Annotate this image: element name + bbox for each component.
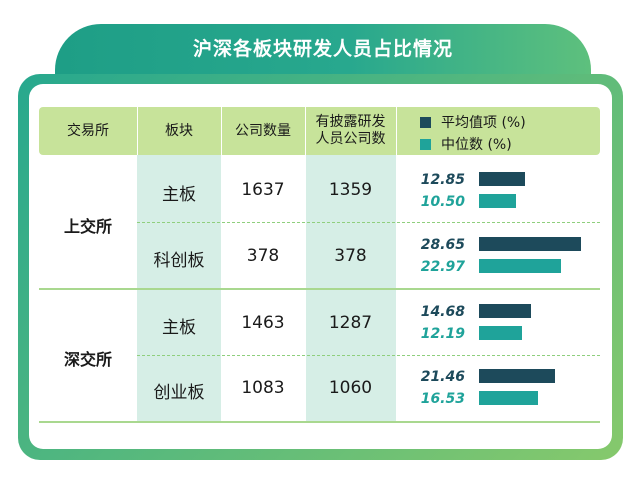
median-bar — [479, 391, 538, 405]
row-divider — [137, 222, 600, 223]
board-cell: 主板 — [162, 185, 196, 205]
mean-bar — [479, 369, 556, 383]
header-separator — [137, 107, 138, 155]
header-separator — [221, 107, 222, 155]
mean-value-label: 12.85 — [420, 172, 465, 188]
mean-value-label: 14.68 — [420, 304, 465, 320]
board-cell: 科创板 — [153, 251, 205, 271]
median-value-label: 16.53 — [420, 391, 465, 407]
company-count-cell: 1637 — [241, 180, 285, 200]
mean-bar — [479, 172, 525, 186]
board-cell: 创业板 — [153, 383, 205, 403]
exchange-label-sz: 深交所 — [63, 350, 112, 369]
header-row — [39, 107, 600, 155]
header-board: 板块 — [165, 122, 193, 139]
legend-median-swatch — [420, 138, 431, 150]
disclosed-count-cell: 1060 — [328, 378, 373, 398]
header-disclosed-line2: 人员公司数 — [315, 131, 386, 147]
company-count-cell: 1083 — [241, 378, 285, 398]
mean-bar — [479, 304, 532, 318]
chart-title: 沪深各板块研发人员占比情况 — [192, 38, 453, 60]
row-divider — [137, 355, 600, 356]
legend-mean: 平均值项 (%) — [420, 112, 526, 132]
legend-median: 中位数 (%) — [420, 134, 512, 154]
header-exchange: 交易所 — [67, 122, 109, 139]
exchange-divider — [39, 288, 600, 290]
header-company-count: 公司数量 — [235, 122, 291, 139]
legend-median-label: 中位数 (%) — [441, 137, 512, 153]
mean-value-label: 28.65 — [420, 237, 465, 253]
disclosed-count-cell: 1287 — [328, 313, 373, 333]
median-value-label: 12.19 — [420, 326, 465, 342]
header-separator — [396, 107, 397, 155]
median-bar — [479, 259, 561, 273]
disclosed-count-cell: 1359 — [328, 180, 373, 200]
median-value-label: 10.50 — [420, 194, 465, 210]
company-count-cell: 378 — [246, 246, 280, 266]
mean-value-label: 21.46 — [420, 369, 465, 385]
legend-mean-swatch — [420, 116, 431, 128]
board-cell: 主板 — [162, 318, 196, 338]
header-disclosed: 有披露研发 人员公司数 — [305, 107, 396, 155]
disclosed-count-cell: 378 — [334, 246, 367, 266]
company-count-cell: 1463 — [241, 313, 285, 333]
median-bar — [479, 194, 517, 208]
median-bar — [479, 326, 523, 340]
header-disclosed-line1: 有披露研发 — [315, 114, 386, 130]
mean-bar — [479, 237, 581, 251]
exchange-label-sh: 上交所 — [63, 217, 112, 236]
legend-mean-label: 平均值项 (%) — [441, 115, 526, 131]
table-bottom-line — [39, 421, 600, 423]
header-separator — [305, 107, 306, 155]
median-value-label: 22.97 — [420, 259, 465, 275]
